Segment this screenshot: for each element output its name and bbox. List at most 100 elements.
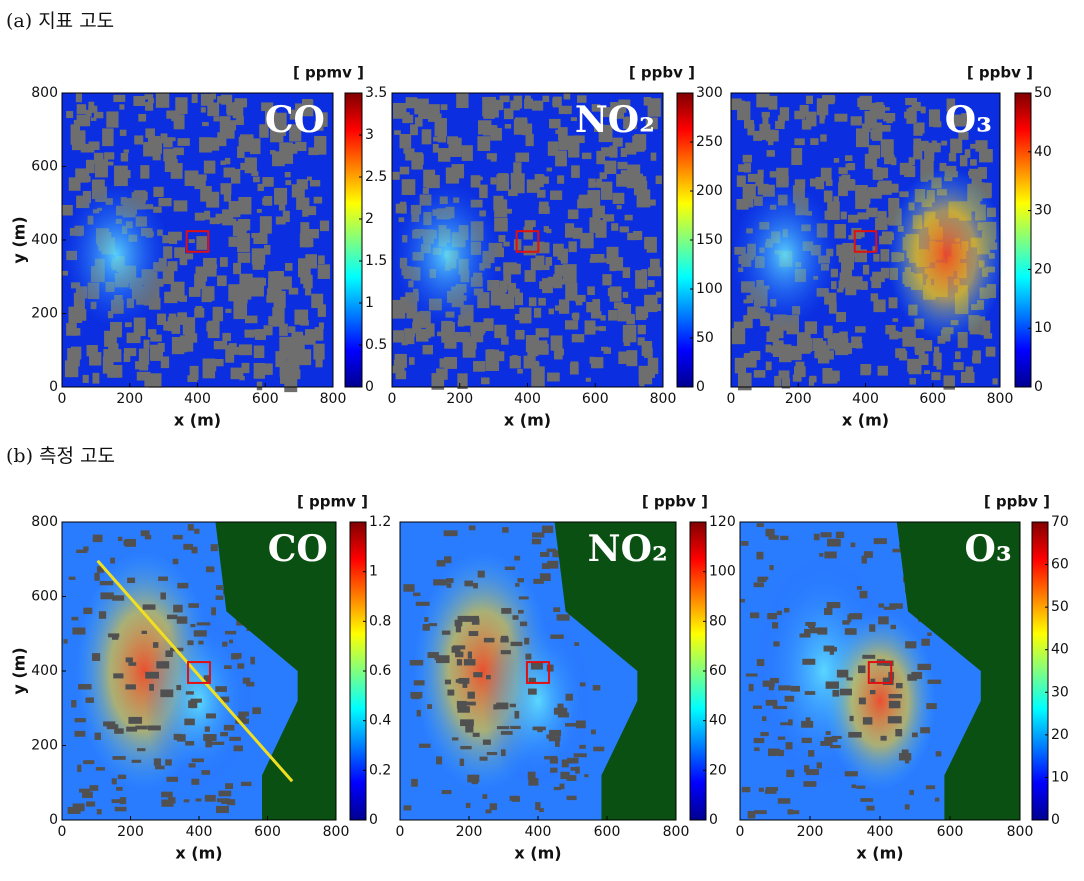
building: [504, 566, 516, 571]
building: [199, 137, 212, 153]
building: [503, 293, 515, 309]
building: [275, 119, 287, 136]
building: [112, 756, 126, 760]
building: [992, 378, 998, 385]
building: [799, 104, 809, 117]
building: [566, 795, 577, 801]
unit-label: [ ppmv ]: [293, 64, 364, 82]
building: [273, 270, 284, 286]
building: [166, 110, 172, 119]
building: [238, 196, 252, 215]
building: [155, 93, 170, 108]
building: [238, 711, 249, 717]
building: [179, 295, 188, 302]
building: [844, 628, 857, 635]
building: [219, 257, 228, 267]
x-tick-label: 600: [937, 824, 964, 840]
building: [116, 786, 123, 791]
building: [138, 348, 150, 365]
building: [911, 732, 918, 738]
building: [279, 142, 294, 164]
building: [805, 717, 811, 722]
building: [772, 622, 779, 629]
x-tick-label: 400: [525, 824, 552, 840]
building: [895, 682, 903, 689]
building: [851, 227, 862, 239]
building: [471, 780, 478, 785]
building: [941, 140, 948, 146]
building: [936, 364, 942, 370]
building: [541, 563, 550, 569]
building: [102, 128, 114, 147]
building: [96, 566, 104, 573]
building: [969, 168, 982, 179]
building: [216, 805, 229, 814]
building: [204, 726, 210, 732]
building: [106, 111, 119, 128]
building: [131, 759, 142, 763]
building: [850, 116, 862, 126]
building: [414, 117, 423, 127]
building: [282, 210, 290, 222]
building: [742, 183, 756, 200]
colorbar-tick-label: 0.5: [365, 337, 387, 353]
building: [733, 321, 745, 330]
building: [601, 346, 609, 352]
building: [584, 320, 596, 335]
building: [416, 709, 421, 717]
building: [869, 102, 883, 120]
building: [147, 329, 157, 338]
building: [895, 729, 903, 737]
building: [589, 258, 596, 263]
building: [183, 543, 194, 550]
building: [432, 143, 439, 153]
building: [594, 124, 604, 133]
building: [943, 375, 955, 390]
building: [836, 288, 844, 293]
building: [514, 555, 521, 561]
building: [880, 249, 890, 262]
building: [422, 624, 430, 631]
building: [263, 325, 273, 336]
building: [468, 525, 476, 531]
building: [559, 783, 565, 790]
building: [166, 776, 179, 782]
building: [573, 753, 587, 758]
building: [160, 592, 166, 600]
colorbar-tick-label: 40: [709, 713, 727, 729]
building: [253, 329, 260, 336]
building: [82, 374, 89, 383]
building: [502, 173, 509, 178]
building: [769, 565, 774, 571]
building: [617, 303, 632, 322]
building: [815, 176, 825, 190]
building: [300, 222, 310, 234]
building: [211, 741, 225, 745]
building: [66, 111, 74, 119]
building: [548, 736, 561, 742]
building: [447, 689, 455, 696]
building: [158, 576, 169, 581]
building: [88, 141, 100, 151]
building: [560, 771, 570, 780]
colorbar-tick-label: 60: [709, 663, 727, 679]
building: [808, 622, 816, 628]
building: [741, 786, 751, 793]
building: [906, 108, 917, 124]
building: [841, 174, 851, 183]
building: [237, 218, 251, 231]
building: [844, 155, 853, 162]
building: [253, 345, 265, 359]
building: [217, 132, 227, 147]
building: [240, 162, 248, 171]
building: [831, 370, 840, 382]
building: [645, 117, 658, 130]
building: [655, 291, 662, 298]
building: [238, 344, 253, 356]
building: [73, 308, 87, 321]
building: [779, 107, 790, 121]
building: [880, 139, 894, 158]
building: [123, 352, 131, 362]
building: [602, 274, 612, 286]
building: [909, 789, 914, 796]
